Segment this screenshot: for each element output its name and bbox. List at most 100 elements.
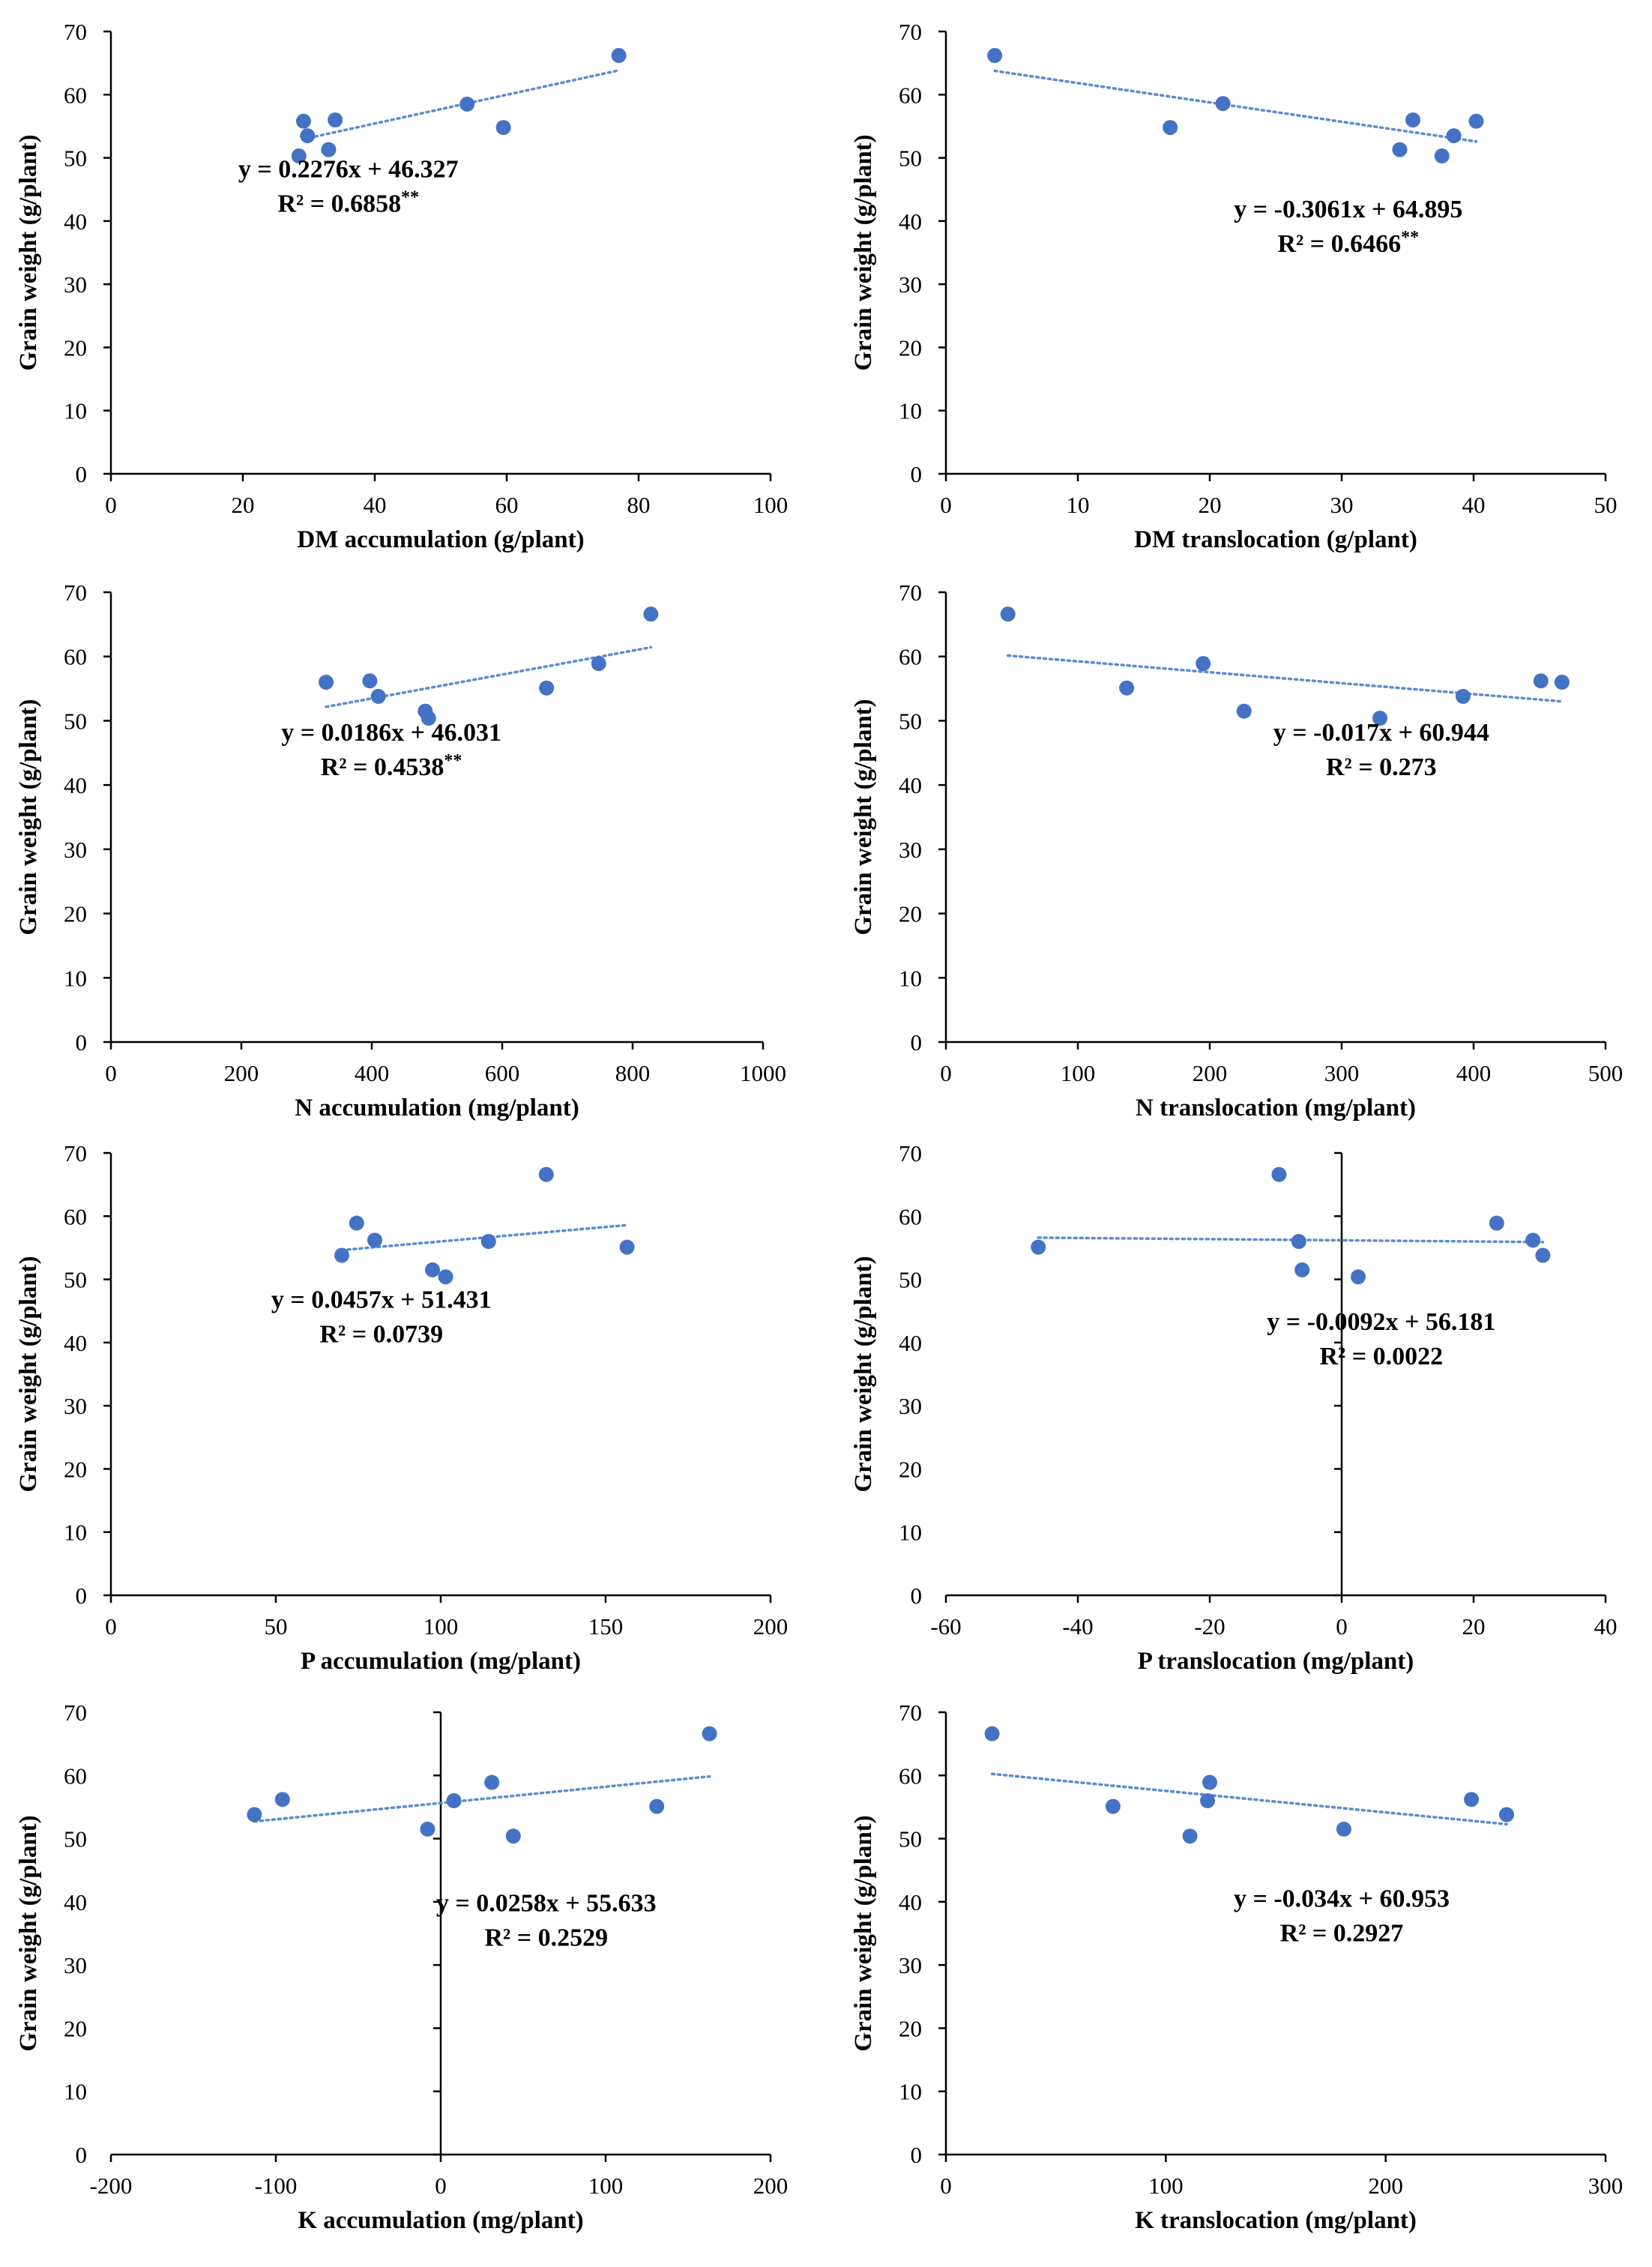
y-tick-label: 50 — [899, 708, 922, 734]
data-point — [1464, 1792, 1480, 1807]
r-squared-label: R² = 0.2529 — [484, 1924, 608, 1952]
x-tick-label: 300 — [1324, 1060, 1360, 1086]
y-axis-label: Grain weight (g/plant) — [15, 1815, 42, 2051]
x-tick-label: 10 — [1067, 492, 1090, 518]
r-squared-label: R² = 0.273 — [1326, 753, 1437, 781]
data-point — [1525, 1232, 1541, 1248]
y-tick-label: 30 — [64, 1952, 87, 1978]
data-point — [370, 688, 386, 704]
x-tick-label: -60 — [930, 1613, 961, 1640]
x-tick-label: 20 — [1462, 1613, 1486, 1640]
y-tick-label: 30 — [64, 271, 87, 298]
data-point — [611, 48, 627, 64]
y-tick-label: 70 — [64, 1140, 87, 1166]
data-point — [1196, 656, 1211, 672]
y-tick-label: 60 — [899, 644, 922, 670]
significance-marker: ** — [444, 751, 462, 771]
r-squared-value: R² = 0.6466 — [1277, 230, 1401, 258]
data-point — [438, 1269, 453, 1285]
data-point — [1392, 142, 1408, 157]
x-tick-label: 200 — [753, 2173, 789, 2199]
data-point — [480, 1234, 496, 1249]
y-tick-label: 10 — [64, 2079, 87, 2105]
panel-h: 0 10 20 30 40 50 60 70 0 100 200 300 K translocation… — [850, 1700, 1623, 2234]
x-axis-label: N accumulation (mg/plant) — [295, 1095, 579, 1122]
y-tick-label: 10 — [899, 2079, 922, 2105]
x-tick-label: 400 — [1456, 1060, 1492, 1086]
data-point — [702, 1726, 717, 1741]
data-point — [1434, 148, 1450, 164]
regression-equation: y = 0.2276x + 46.327 — [238, 156, 459, 184]
x-tick-label: 100 — [753, 492, 789, 518]
y-tick-label: 20 — [64, 2015, 87, 2041]
data-point — [319, 675, 334, 690]
x-tick-label: 100 — [1148, 2173, 1184, 2199]
x-tick-label: 0 — [940, 1060, 952, 1086]
x-tick-label: 100 — [423, 1613, 459, 1640]
r-squared-value: R² = 0.0739 — [319, 1321, 443, 1349]
y-tick-label: 10 — [899, 965, 922, 991]
data-point — [505, 1828, 521, 1844]
significance-marker: ** — [1401, 228, 1419, 247]
x-tick-label: 50 — [1594, 492, 1618, 518]
data-point — [367, 1232, 382, 1248]
x-tick-label: 100 — [1061, 1060, 1096, 1086]
y-tick-label: 0 — [76, 2142, 88, 2168]
y-axis-label: Grain weight (g/plant) — [15, 134, 42, 370]
y-tick-label: 20 — [899, 1456, 922, 1482]
data-point — [349, 1215, 364, 1231]
data-point — [291, 148, 307, 164]
data-point — [1372, 711, 1388, 726]
x-axis-label: DM accumulation (g/plant) — [297, 526, 584, 553]
data-point — [495, 120, 511, 136]
panel-c: 0 10 20 30 40 50 60 70 0 200 400 600 800 1000 N accumu… — [15, 579, 786, 1122]
y-tick-label: 0 — [76, 1583, 88, 1609]
y-axis-label: Grain weight (g/plant) — [850, 1815, 877, 2051]
y-tick-label: 0 — [911, 2142, 923, 2168]
x-tick-label: 0 — [105, 1060, 117, 1086]
x-axis-label: N translocation (mg/plant) — [1136, 1095, 1416, 1122]
y-tick-label: 70 — [64, 579, 87, 606]
significance-marker: ** — [401, 188, 419, 208]
regression-equation: y = 0.0457x + 51.431 — [271, 1286, 492, 1314]
x-tick-label: 300 — [1588, 2173, 1624, 2199]
panel-b: 0 10 20 30 40 50 60 70 0 10 20 30 40 50 DM translocati… — [850, 19, 1618, 553]
y-tick-label: 60 — [899, 1762, 922, 1789]
y-axis-label: Grain weight (g/plant) — [850, 134, 877, 370]
x-tick-label: 60 — [495, 492, 519, 518]
data-point — [1202, 1774, 1217, 1790]
y-tick-label: 50 — [64, 708, 87, 734]
data-point — [1163, 120, 1178, 136]
y-tick-label: 0 — [911, 461, 923, 487]
y-tick-label: 50 — [899, 145, 922, 172]
y-tick-label: 70 — [64, 19, 87, 45]
x-tick-label: -200 — [90, 2173, 133, 2199]
x-axis-label: DM translocation (g/plant) — [1134, 526, 1417, 553]
y-tick-label: 10 — [64, 965, 87, 991]
regression-equation: y = -0.034x + 60.953 — [1234, 1885, 1450, 1913]
y-tick-label: 60 — [64, 1203, 87, 1229]
x-axis-label: K accumulation (mg/plant) — [298, 2207, 583, 2234]
y-tick-label: 20 — [64, 1456, 87, 1482]
trendline — [1006, 654, 1564, 703]
y-tick-label: 40 — [899, 772, 922, 798]
data-point — [420, 1821, 435, 1837]
x-tick-label: -40 — [1062, 1613, 1093, 1640]
r-squared-label: R² = 0.4538** — [321, 751, 462, 781]
y-tick-label: 70 — [899, 19, 922, 45]
y-tick-label: 0 — [76, 1029, 88, 1056]
trendline — [253, 1774, 711, 1823]
data-point — [1554, 675, 1570, 690]
y-tick-label: 30 — [899, 1393, 922, 1419]
x-axis-label: K translocation (mg/plant) — [1135, 2207, 1417, 2234]
x-tick-label: 100 — [588, 2173, 624, 2199]
data-point — [591, 656, 606, 672]
y-tick-label: 40 — [64, 208, 87, 235]
x-tick-label: 1000 — [740, 1060, 786, 1086]
data-point — [984, 1726, 1000, 1741]
r-squared-value: R² = 0.0022 — [1319, 1343, 1443, 1370]
y-tick-label: 20 — [899, 334, 922, 361]
y-tick-label: 10 — [64, 1520, 87, 1546]
y-tick-label: 50 — [899, 1267, 922, 1293]
